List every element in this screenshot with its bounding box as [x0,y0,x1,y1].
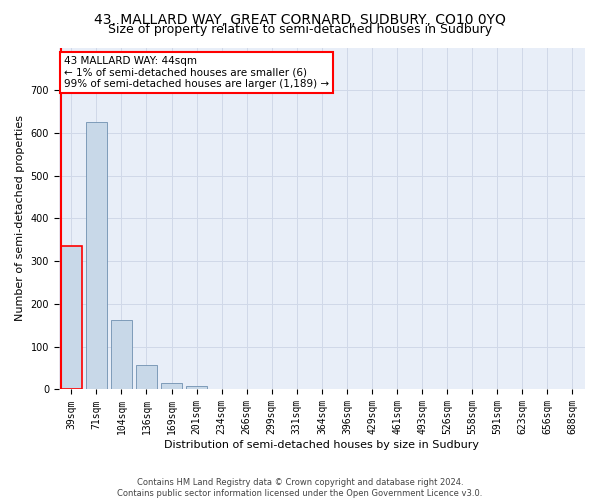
Text: 43 MALLARD WAY: 44sqm
← 1% of semi-detached houses are smaller (6)
99% of semi-d: 43 MALLARD WAY: 44sqm ← 1% of semi-detac… [64,56,329,89]
Bar [86,122,107,390]
Text: 43, MALLARD WAY, GREAT CORNARD, SUDBURY, CO10 0YQ: 43, MALLARD WAY, GREAT CORNARD, SUDBURY,… [94,12,506,26]
Bar [186,386,207,390]
Bar [61,246,82,390]
Bar [161,383,182,390]
Y-axis label: Number of semi-detached properties: Number of semi-detached properties [15,116,25,322]
X-axis label: Distribution of semi-detached houses by size in Sudbury: Distribution of semi-detached houses by … [164,440,479,450]
Text: Size of property relative to semi-detached houses in Sudbury: Size of property relative to semi-detach… [108,22,492,36]
Text: Contains HM Land Registry data © Crown copyright and database right 2024.
Contai: Contains HM Land Registry data © Crown c… [118,478,482,498]
Bar [136,364,157,390]
Bar [111,320,132,390]
